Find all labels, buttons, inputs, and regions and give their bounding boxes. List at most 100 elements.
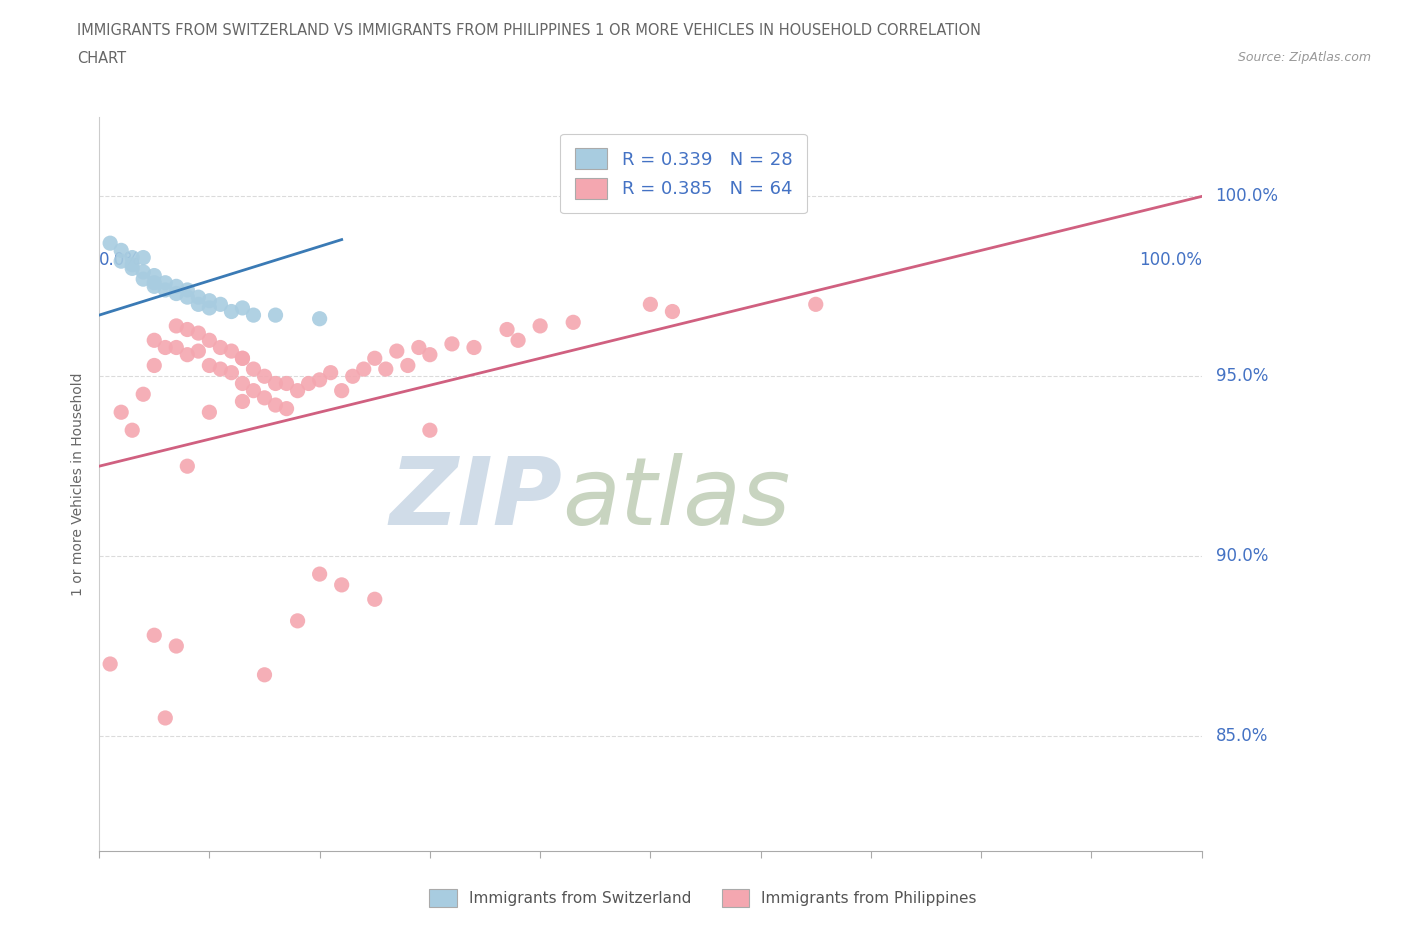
Point: [804, 297, 827, 312]
Point: [132, 272, 155, 286]
Point: [640, 297, 662, 312]
Point: [319, 365, 342, 380]
Point: [143, 275, 166, 290]
Point: [231, 376, 253, 391]
Legend: Immigrants from Switzerland, Immigrants from Philippines: Immigrants from Switzerland, Immigrants …: [423, 884, 983, 913]
Point: [463, 340, 485, 355]
Point: [364, 591, 387, 606]
Point: [155, 275, 177, 290]
Point: [529, 318, 551, 333]
Text: IMMIGRANTS FROM SWITZERLAND VS IMMIGRANTS FROM PHILIPPINES 1 OR MORE VEHICLES IN: IMMIGRANTS FROM SWITZERLAND VS IMMIGRANT…: [77, 23, 981, 38]
Point: [121, 258, 143, 272]
Point: [187, 297, 209, 312]
Point: [330, 578, 353, 592]
Point: [110, 254, 132, 269]
Point: [496, 322, 519, 337]
Point: [143, 628, 166, 643]
Point: [176, 322, 198, 337]
Text: ZIP: ZIP: [389, 453, 562, 545]
Point: [330, 383, 353, 398]
Point: [276, 376, 298, 391]
Point: [165, 340, 187, 355]
Point: [143, 268, 166, 283]
Point: [231, 394, 253, 409]
Point: [661, 304, 683, 319]
Point: [198, 300, 221, 315]
Point: [231, 351, 253, 365]
Point: [342, 369, 364, 384]
Point: [198, 405, 221, 419]
Point: [176, 290, 198, 305]
Point: [506, 333, 529, 348]
Point: [297, 376, 319, 391]
Point: [308, 566, 330, 581]
Point: [176, 347, 198, 362]
Point: [385, 344, 408, 359]
Text: 0.0%: 0.0%: [100, 251, 141, 269]
Point: [143, 358, 166, 373]
Point: [98, 235, 121, 250]
Point: [253, 391, 276, 405]
Point: [176, 283, 198, 298]
Point: [221, 304, 243, 319]
Point: [143, 279, 166, 294]
Legend: R = 0.339   N = 28, R = 0.385   N = 64: R = 0.339 N = 28, R = 0.385 N = 64: [560, 134, 807, 213]
Text: 100.0%: 100.0%: [1139, 251, 1202, 269]
Point: [121, 261, 143, 276]
Point: [132, 250, 155, 265]
Point: [165, 279, 187, 294]
Point: [242, 308, 264, 323]
Point: [209, 297, 232, 312]
Point: [176, 458, 198, 473]
Point: [165, 286, 187, 301]
Point: [221, 344, 243, 359]
Point: [221, 365, 243, 380]
Point: [264, 308, 287, 323]
Text: 95.0%: 95.0%: [1216, 367, 1268, 385]
Point: [110, 405, 132, 419]
Point: [121, 250, 143, 265]
Point: [121, 423, 143, 438]
Point: [187, 344, 209, 359]
Point: [209, 362, 232, 377]
Point: [242, 383, 264, 398]
Point: [198, 293, 221, 308]
Point: [264, 376, 287, 391]
Point: [253, 369, 276, 384]
Point: [155, 283, 177, 298]
Point: [408, 340, 430, 355]
Point: [276, 401, 298, 416]
Point: [419, 347, 441, 362]
Point: [231, 351, 253, 365]
Y-axis label: 1 or more Vehicles in Household: 1 or more Vehicles in Household: [72, 372, 86, 596]
Point: [419, 423, 441, 438]
Point: [308, 372, 330, 387]
Point: [287, 383, 309, 398]
Point: [198, 333, 221, 348]
Text: atlas: atlas: [562, 453, 790, 544]
Point: [253, 668, 276, 683]
Point: [287, 614, 309, 629]
Point: [562, 315, 585, 330]
Text: 85.0%: 85.0%: [1216, 727, 1268, 745]
Point: [374, 362, 396, 377]
Text: CHART: CHART: [77, 51, 127, 66]
Point: [155, 340, 177, 355]
Point: [165, 639, 187, 654]
Point: [155, 711, 177, 725]
Point: [308, 312, 330, 326]
Point: [110, 243, 132, 258]
Point: [364, 351, 387, 365]
Point: [98, 657, 121, 671]
Point: [440, 337, 463, 352]
Point: [198, 358, 221, 373]
Point: [231, 300, 253, 315]
Text: Source: ZipAtlas.com: Source: ZipAtlas.com: [1237, 51, 1371, 64]
Text: 90.0%: 90.0%: [1216, 547, 1268, 565]
Point: [132, 264, 155, 279]
Point: [143, 333, 166, 348]
Point: [187, 326, 209, 340]
Point: [264, 398, 287, 413]
Point: [187, 290, 209, 305]
Point: [396, 358, 419, 373]
